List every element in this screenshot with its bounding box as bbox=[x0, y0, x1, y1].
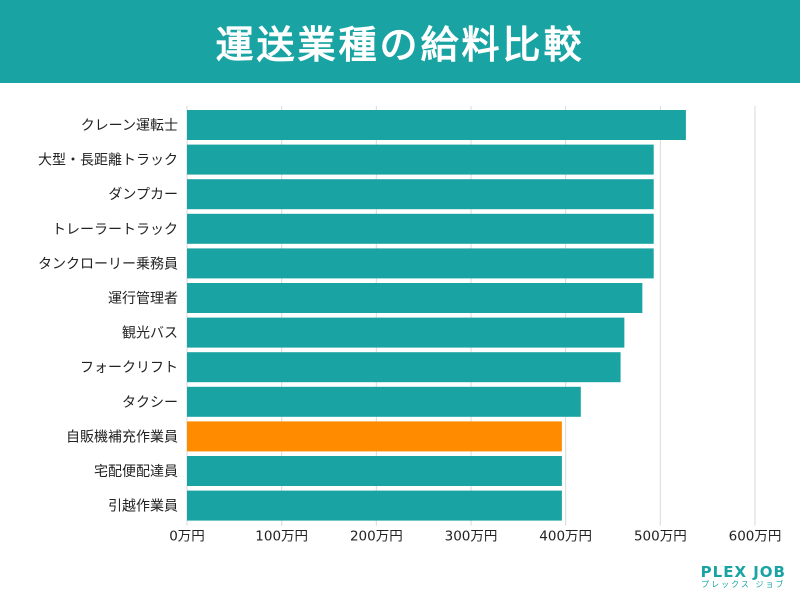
x-tick-label: 0万円 bbox=[169, 529, 205, 545]
bar bbox=[187, 144, 654, 175]
bars bbox=[187, 110, 686, 521]
category-label: 運行管理者 bbox=[108, 291, 178, 307]
bar-chart: クレーン運転士大型・長距離トラックダンプカートレーラートラックタンクローリー乗務… bbox=[38, 106, 781, 545]
bar bbox=[187, 352, 621, 383]
category-label: 自販機補充作業員 bbox=[66, 429, 178, 445]
grid-lines bbox=[186, 106, 756, 526]
plex-job-logo: PLEX JOB プレックス ジョブ bbox=[701, 564, 786, 590]
x-tick-label: 400万円 bbox=[539, 529, 592, 545]
bar bbox=[187, 490, 562, 521]
bar bbox=[187, 317, 625, 348]
x-tick-label: 200万円 bbox=[350, 529, 403, 545]
bar-highlight bbox=[187, 421, 562, 452]
bar bbox=[187, 110, 686, 140]
category-label: トレーラートラック bbox=[52, 222, 178, 238]
category-label: ダンプカー bbox=[108, 187, 178, 203]
logo-subtitle: プレックス ジョブ bbox=[701, 580, 786, 589]
x-tick-label: 100万円 bbox=[255, 529, 308, 545]
category-label: フォークリフト bbox=[80, 360, 178, 376]
bar bbox=[187, 213, 654, 244]
chart-title: 運送業種の給料比較 bbox=[215, 23, 585, 67]
x-tick-label: 500万円 bbox=[634, 529, 687, 545]
bar bbox=[187, 248, 654, 279]
x-tick-label: 300万円 bbox=[445, 529, 498, 545]
category-label: 引越作業員 bbox=[108, 499, 178, 515]
category-label: タンクローリー乗務員 bbox=[38, 256, 178, 272]
bar bbox=[187, 456, 562, 486]
category-label: 大型・長距離トラック bbox=[38, 152, 178, 169]
category-label: 宅配便配達員 bbox=[94, 464, 178, 480]
category-label: タクシー bbox=[122, 395, 178, 411]
x-axis-ticks: 0万円 100万円 200万円 300万円 400万円 500万円 600万円 bbox=[169, 529, 781, 545]
chart-header: 運送業種の給料比較 bbox=[0, 0, 800, 83]
logo-name: PLEX JOB bbox=[700, 563, 786, 581]
category-label: クレーン運転士 bbox=[81, 118, 178, 134]
bar bbox=[187, 179, 654, 210]
category-labels: クレーン運転士大型・長距離トラックダンプカートレーラートラックタンクローリー乗務… bbox=[38, 118, 178, 515]
bar bbox=[187, 386, 581, 417]
category-label: 観光バス bbox=[122, 325, 178, 342]
bar bbox=[187, 283, 643, 313]
x-tick-label: 600万円 bbox=[729, 529, 782, 545]
